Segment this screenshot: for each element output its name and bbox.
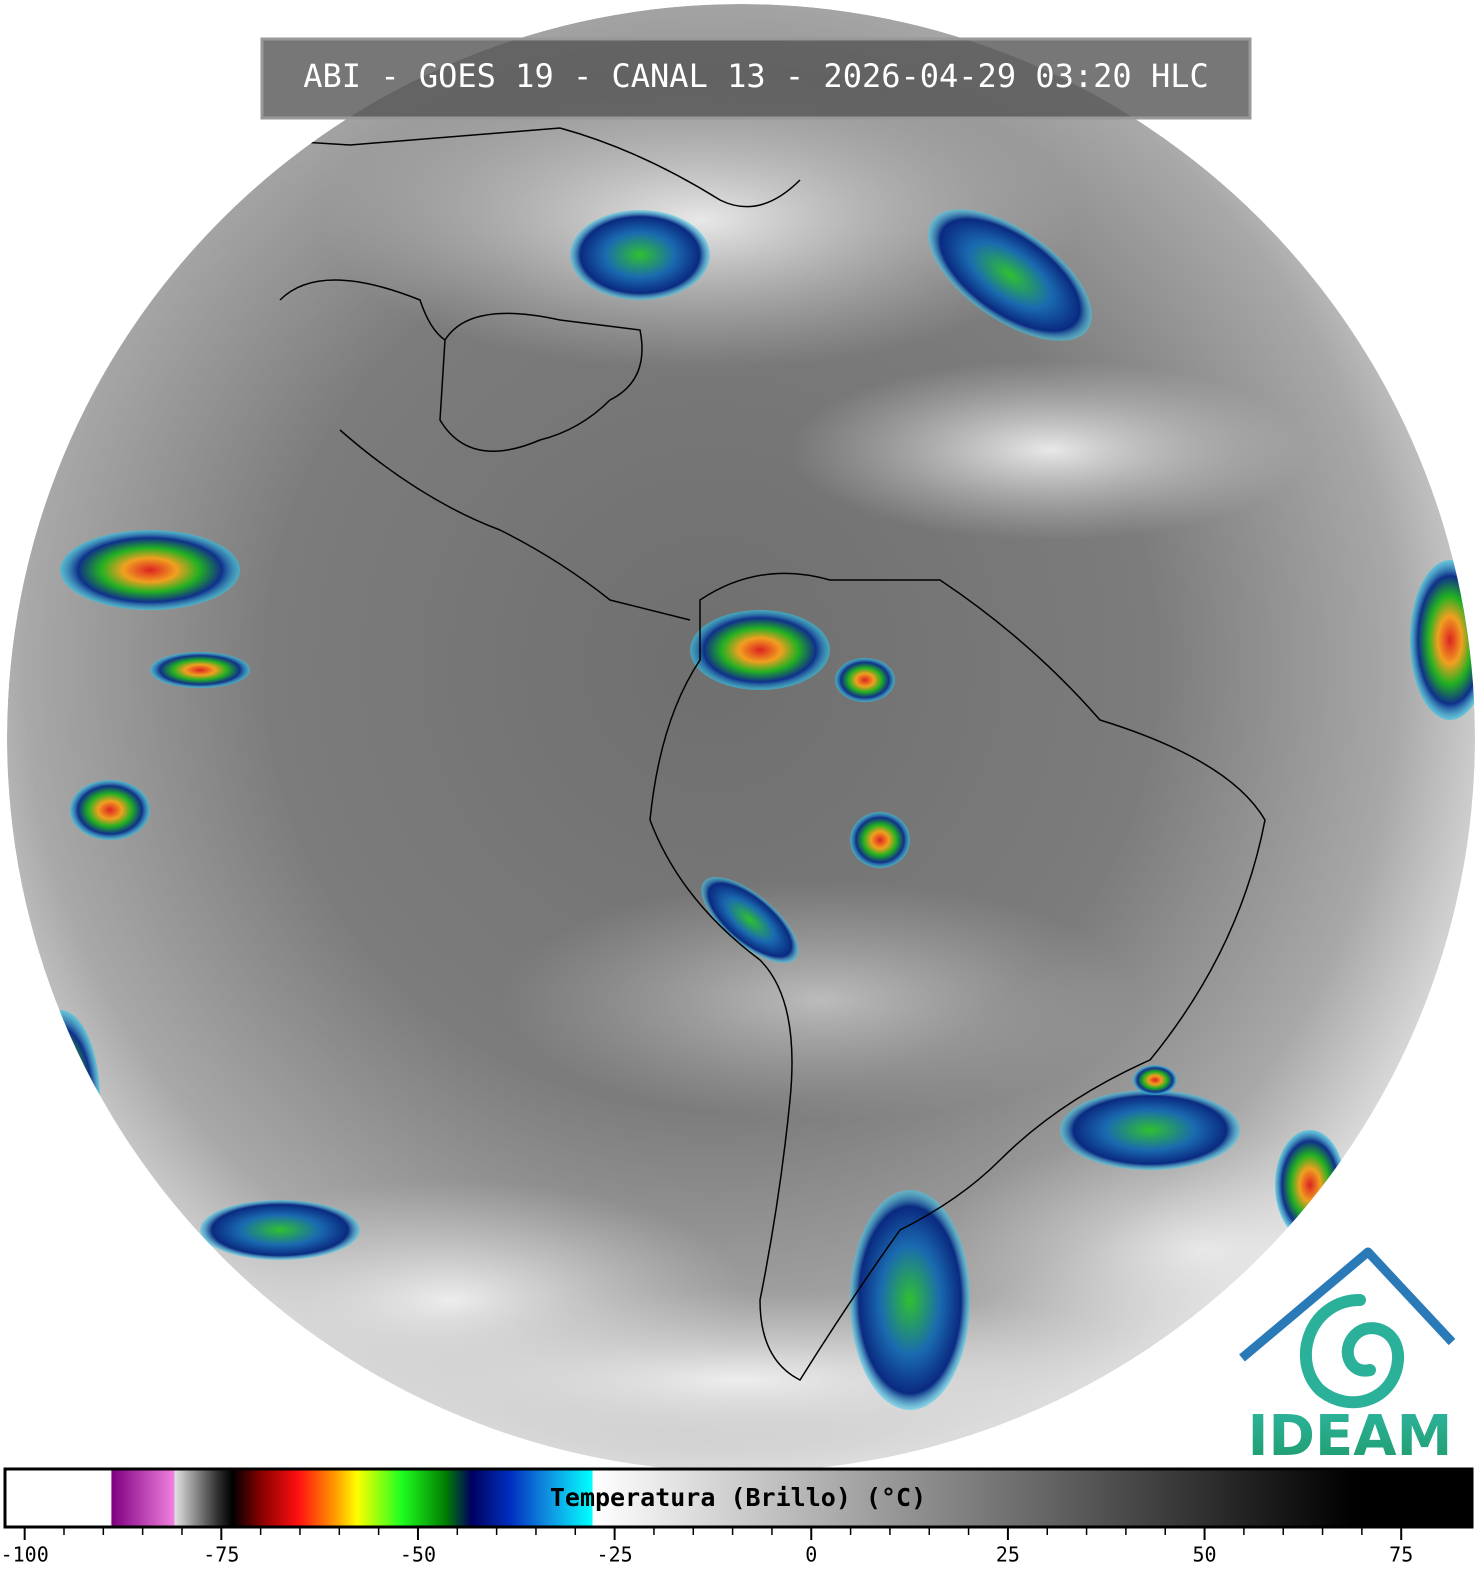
globe [7,4,1475,1472]
tick-label: -50 [400,1543,436,1567]
colorbar-axis: -100 -75 -50 -25 0 25 50 75 [1,1528,1413,1567]
colorbar-label: Temperatura (Brillo) (°C) [550,1483,926,1512]
tick-label: 50 [1193,1543,1217,1567]
title-box [260,37,1252,120]
tick-label: -100 [1,1543,49,1567]
tick-label: 25 [996,1543,1020,1567]
logo: IDEAM [1239,1247,1456,1469]
tick-label: -25 [597,1543,633,1567]
tick-label: 75 [1389,1543,1413,1567]
colorbar [3,1467,1474,1529]
tick-label: 0 [805,1543,817,1567]
logo-text: IDEAM [1248,1404,1453,1469]
tick-label: -75 [203,1543,239,1567]
title: ABI - GOES 19 - CANAL 13 - 2026-04-29 03… [303,57,1208,95]
